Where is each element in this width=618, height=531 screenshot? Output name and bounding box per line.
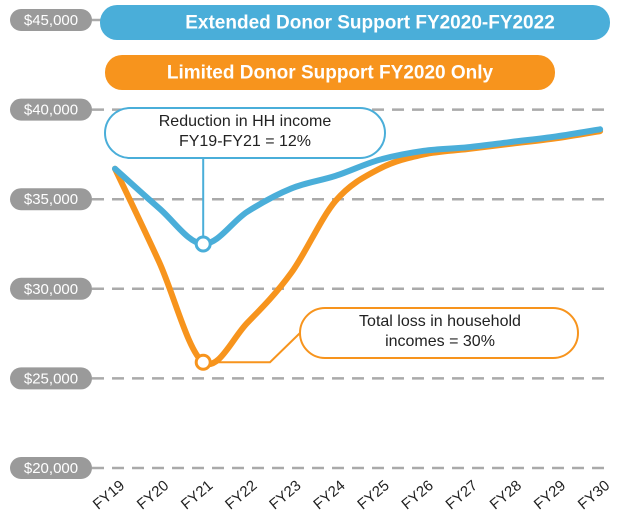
y-tick-label: $45,000 [24,12,78,29]
y-tick-pill [10,277,92,300]
legend-label: Limited Donor Support FY2020 Only [167,63,494,84]
legend-pill [100,5,610,40]
x-tick-label: FY30 [575,477,613,513]
annotation-box [104,107,386,159]
y-tick-pill [10,98,92,121]
x-tick-label: FY21 [178,477,216,513]
legend-pill [105,55,555,90]
legend-label: Extended Donor Support FY2020-FY2022 [185,13,555,34]
y-tick-label: $20,000 [24,460,78,477]
connector [203,332,301,364]
annotation-text: Total loss in household [359,313,521,330]
y-tick-pill [10,457,92,479]
x-tick-label: FY23 [266,477,304,513]
x-tick-label: FY29 [531,477,569,513]
x-tick-label: FY20 [134,477,172,513]
x-tick-label: FY26 [398,477,436,513]
x-tick-label: FY28 [487,477,525,513]
annotation-text: incomes = 30% [385,333,495,350]
annotation-text: Reduction in HH income [159,113,332,130]
x-tick-label: FY19 [90,477,128,513]
y-tick-label: $30,000 [24,281,78,298]
annotation-box [299,307,579,359]
y-tick-label: $40,000 [24,102,78,119]
y-tick-label: $35,000 [24,191,78,208]
y-tick-pill [10,9,92,31]
x-tick-label: FY24 [310,477,348,513]
marker [194,353,212,371]
annotation-text: FY19-FY21 = 12% [179,133,311,150]
marker [194,235,212,253]
x-tick-label: FY27 [443,477,481,513]
y-tick-label: $25,000 [24,370,78,387]
y-tick-pill [10,367,92,390]
y-tick-pill [10,188,92,211]
x-tick-label: FY25 [354,477,392,513]
x-tick-label: FY22 [222,477,260,513]
